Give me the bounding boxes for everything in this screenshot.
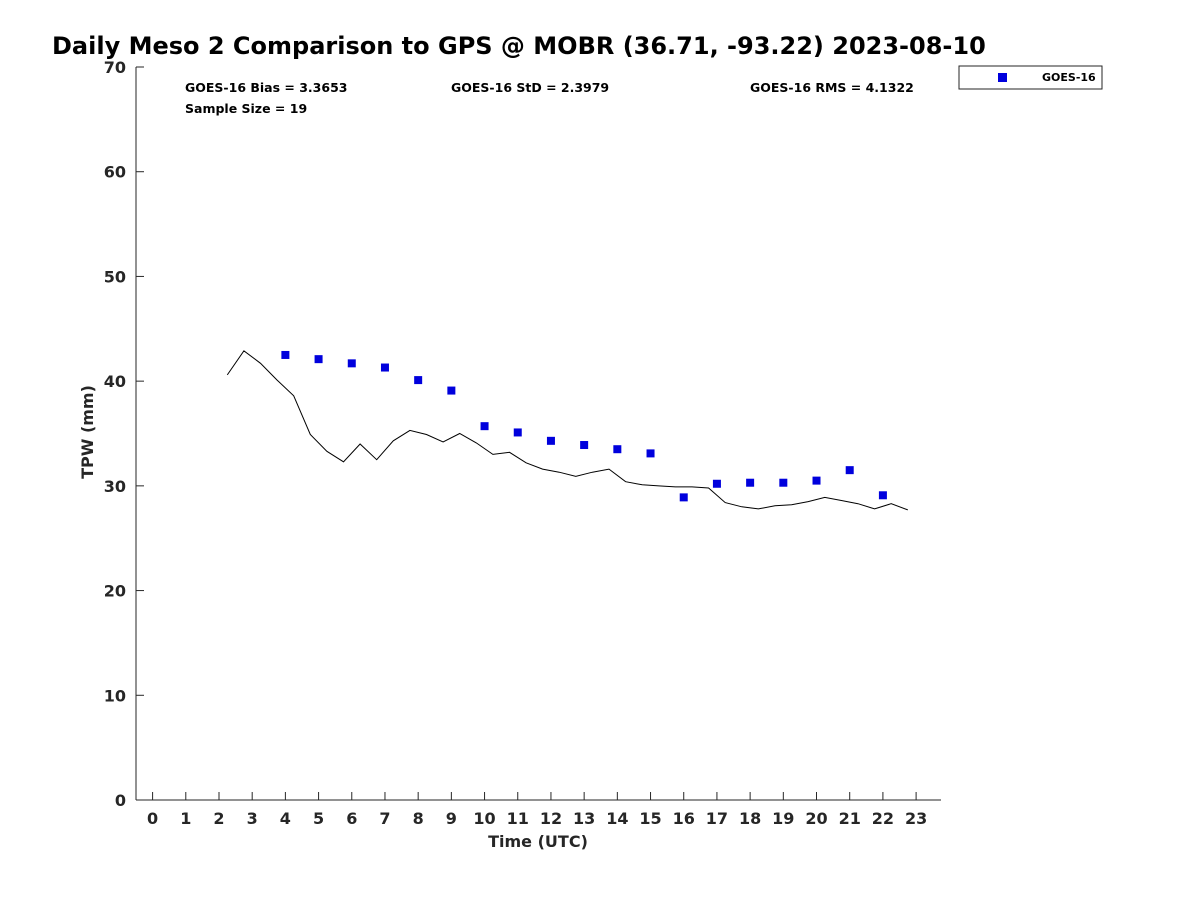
axes (135, 67, 941, 801)
x-tick-label-2: 2 (213, 809, 224, 828)
y-tick-label-70: 70 (104, 58, 126, 77)
legend-label-goes: GOES-16 (1042, 71, 1096, 84)
y-tick-label-0: 0 (115, 791, 126, 810)
goes-point (779, 478, 788, 487)
y-tick-label-50: 50 (104, 267, 126, 286)
x-axis-label: Time (UTC) (488, 832, 588, 851)
x-tick-label-12: 12 (540, 809, 562, 828)
x-tick-label-0: 0 (147, 809, 158, 828)
x-tick-label-6: 6 (346, 809, 357, 828)
y-axis-label: TPW (mm) (78, 385, 97, 479)
x-tick-label-14: 14 (606, 809, 628, 828)
y-tick-label-20: 20 (104, 582, 126, 601)
sample-size-stat: Sample Size = 19 (185, 101, 307, 116)
goes-point (347, 359, 356, 368)
goes-point (812, 476, 821, 485)
x-tick-label-11: 11 (507, 809, 529, 828)
x-ticks: 0 1 2 3 4 5 6 7 8 9 10 11 12 13 14 15 16 17 18 19 20 21 22 23 (147, 792, 927, 828)
x-tick-label-1: 1 (180, 809, 191, 828)
goes-point (447, 386, 456, 395)
goes-point (414, 376, 423, 385)
goes-point (513, 428, 522, 437)
x-tick-label-8: 8 (413, 809, 424, 828)
x-tick-label-13: 13 (573, 809, 595, 828)
goes-point (546, 436, 555, 445)
x-tick-label-9: 9 (446, 809, 457, 828)
x-tick-label-23: 23 (905, 809, 927, 828)
goes-point (380, 363, 389, 372)
x-tick-label-17: 17 (706, 809, 728, 828)
goes-point (314, 355, 323, 364)
x-tick-label-10: 10 (473, 809, 495, 828)
x-tick-label-20: 20 (805, 809, 827, 828)
legend-marker-goes (998, 73, 1007, 82)
goes-point (580, 441, 589, 450)
x-tick-label-21: 21 (839, 809, 861, 828)
y-tick-label-10: 10 (104, 686, 126, 705)
rms-stat: GOES-16 RMS = 4.1322 (750, 80, 914, 95)
legend-box (958, 65, 1103, 90)
goes-point (878, 491, 887, 500)
bias-stat: GOES-16 Bias = 3.3653 (185, 80, 347, 95)
x-tick-label-15: 15 (639, 809, 661, 828)
goes-point (746, 478, 755, 487)
goes-point (679, 493, 688, 502)
x-tick-label-19: 19 (772, 809, 794, 828)
x-tick-label-18: 18 (739, 809, 761, 828)
std-stat: GOES-16 StD = 2.3979 (451, 80, 609, 95)
goes-point (613, 445, 622, 454)
goes-points (281, 350, 887, 502)
x-tick-label-4: 4 (280, 809, 291, 828)
x-tick-label-7: 7 (379, 809, 390, 828)
goes-point (480, 422, 489, 431)
legend: GOES-16 (958, 65, 1103, 90)
goes-point (646, 449, 655, 458)
y-tick-label-30: 30 (104, 477, 126, 496)
x-tick-label-22: 22 (872, 809, 894, 828)
x-tick-label-16: 16 (673, 809, 695, 828)
gps-series-line (226, 350, 908, 511)
y-ticks: 0 10 20 30 40 50 60 70 (104, 58, 144, 810)
goes-point (845, 466, 854, 475)
chart-title: Daily Meso 2 Comparison to GPS @ MOBR (3… (52, 32, 986, 60)
x-tick-label-3: 3 (247, 809, 258, 828)
x-tick-label-5: 5 (313, 809, 324, 828)
y-tick-label-60: 60 (104, 163, 126, 182)
gps-line-group (226, 350, 908, 511)
goes-point (281, 350, 290, 359)
y-tick-label-40: 40 (104, 372, 126, 391)
goes-point (712, 479, 721, 488)
